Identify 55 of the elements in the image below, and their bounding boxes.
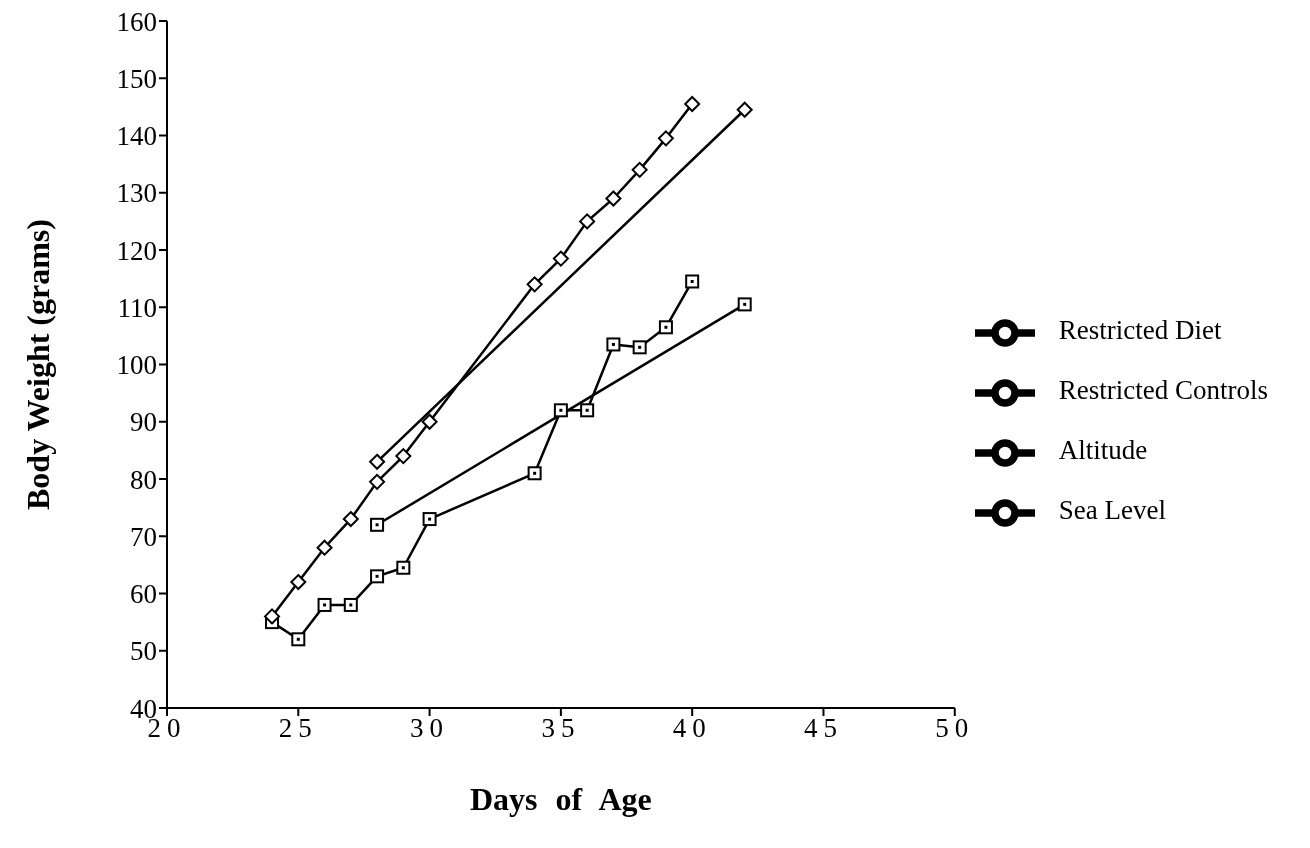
x-tick-label: 45 [803,713,843,744]
x-tick-label: 35 [541,713,581,744]
point [631,161,648,178]
legend-label: Restricted Controls [1058,375,1268,406]
point [291,632,306,647]
point [657,130,674,147]
y-tick-label: 130 [116,178,157,209]
point [342,511,359,528]
point [685,274,700,289]
point [736,101,753,118]
y-tick-label: 150 [116,63,157,94]
x-tick-label: 40 [672,713,712,744]
point [317,597,332,612]
legend-label: Restricted Diet [1058,315,1222,346]
y-tick-label: 60 [130,579,157,610]
point [553,403,568,418]
y-axis-title: Body Weight (grams) [20,219,57,510]
point [316,539,333,556]
point [422,512,437,527]
point [606,337,621,352]
point [370,569,385,584]
point [421,413,438,430]
x-tick-label: 25 [278,713,318,744]
point [632,340,647,355]
y-tick-label: 120 [116,235,157,266]
point [396,560,411,575]
point [684,96,701,113]
point [526,276,543,293]
y-tick-label: 140 [116,121,157,152]
y-tick-label: 70 [130,521,157,552]
y-tick-label: 80 [130,464,157,495]
point [264,608,281,625]
x-axis-title: Days of Age [470,781,652,817]
x-tick-label: 30 [410,713,450,744]
point [343,597,358,612]
y-tick-label: 110 [117,292,157,323]
point [290,574,307,591]
legend-label: Sea Level [1058,495,1166,526]
legend-label: Altitude [1058,435,1148,466]
point [369,473,386,490]
point [527,466,542,481]
point [395,448,412,465]
point [370,517,385,532]
point [658,320,673,335]
y-tick-label: 90 [130,407,157,438]
x-tick-label: 50 [935,713,975,744]
point [369,453,386,470]
y-tick-label: 100 [116,350,157,381]
point [552,250,569,267]
point [580,403,595,418]
point [579,213,596,230]
point [605,190,622,207]
point [737,297,752,312]
y-tick-label: 160 [116,6,157,37]
y-tick-label: 50 [130,636,157,667]
